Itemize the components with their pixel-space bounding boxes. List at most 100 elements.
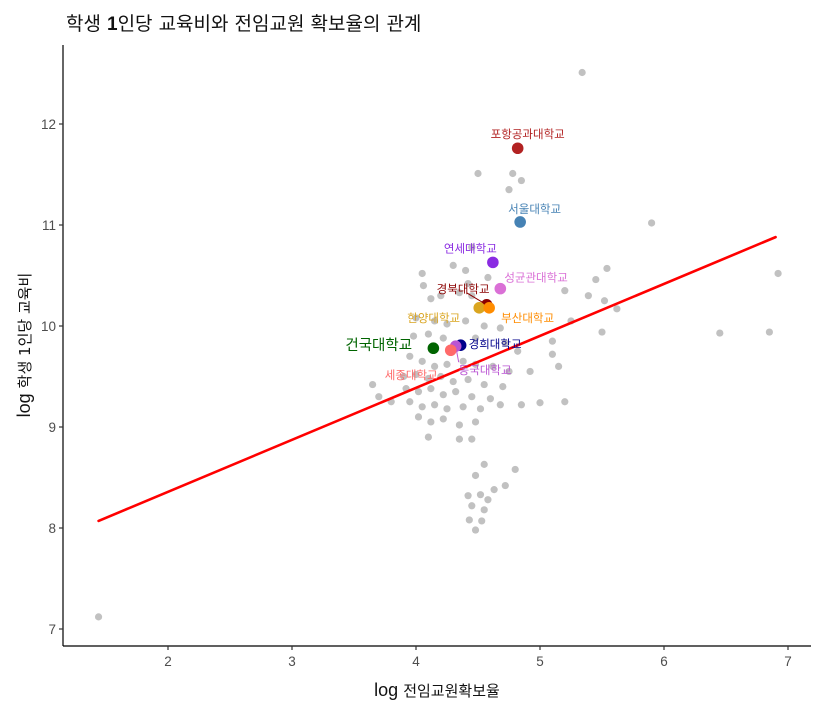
highlight-point (487, 256, 499, 269)
data-point (418, 357, 426, 365)
university-label: 한양대학교 (407, 311, 460, 325)
data-point (468, 393, 476, 401)
university-label: 성균관대학교 (504, 271, 567, 285)
university-label: 부산대학교 (501, 311, 554, 325)
y-axis-title: log 학생 1인당 교육비 (14, 273, 34, 418)
data-point (603, 264, 611, 273)
university-label: 포항공과대학교 (491, 127, 565, 141)
data-point (613, 305, 621, 313)
x-tick-label: 6 (660, 654, 668, 669)
data-point (424, 374, 432, 383)
data-point (505, 186, 513, 194)
data-point (474, 169, 482, 178)
y-tick-label: 9 (48, 420, 56, 435)
data-point (459, 357, 467, 365)
data-point (464, 279, 472, 288)
data-point (774, 269, 782, 278)
data-point (471, 418, 480, 426)
data-point (598, 328, 606, 336)
data-point (468, 502, 476, 510)
trend-line (97, 235, 777, 523)
y-tick-label: 11 (42, 218, 56, 233)
data-point (499, 383, 507, 391)
highlight-point (514, 216, 526, 228)
data-point (496, 401, 504, 409)
data-points (94, 68, 782, 621)
university-label: 건국대학교 (345, 337, 412, 354)
data-point (496, 324, 504, 332)
data-point (427, 385, 435, 393)
data-point (561, 287, 569, 295)
data-point (462, 266, 470, 275)
data-point (427, 295, 435, 303)
data-point (455, 435, 463, 443)
data-point (431, 362, 439, 370)
university-label: 동국대학교 (459, 363, 512, 377)
data-point (561, 398, 569, 406)
data-point (480, 322, 488, 330)
data-point (600, 297, 609, 305)
data-point (555, 362, 563, 370)
data-point (406, 352, 414, 360)
data-point (464, 375, 472, 384)
highlight-point (444, 344, 457, 357)
university-label: 경희대학교 (469, 337, 522, 351)
x-axis-title: log 전임교원확보율 (374, 680, 500, 700)
data-point (439, 415, 447, 423)
data-point (505, 367, 513, 376)
data-point (517, 401, 526, 409)
axes: 2 3 4 5 6 7 7 8 9 10 11 12 (41, 45, 811, 669)
data-point (449, 261, 457, 269)
highlight-point (473, 302, 486, 314)
data-point (489, 362, 497, 370)
x-tick-label: 7 (784, 654, 792, 669)
data-point (526, 367, 534, 376)
data-point (501, 481, 509, 490)
data-point (548, 337, 557, 345)
data-point (439, 391, 447, 399)
highlight-point (494, 282, 507, 295)
data-point (431, 317, 439, 325)
y-tick-label: 10 (41, 319, 56, 334)
x-tick-label: 4 (412, 654, 420, 669)
university-label: 서울대학교 (508, 202, 561, 216)
data-point (476, 491, 485, 499)
data-point (584, 292, 592, 300)
data-point (536, 399, 544, 407)
data-point (501, 339, 509, 347)
data-point (484, 273, 492, 282)
highlight-point (427, 342, 440, 355)
data-point (468, 435, 476, 443)
chart-title: 학생 1인당 교육비와 전임교원 확보율의 관계 (66, 13, 422, 35)
data-point (480, 460, 488, 468)
data-point (486, 395, 494, 403)
y-tick-label: 8 (48, 521, 56, 536)
data-point (412, 314, 420, 322)
data-point (443, 405, 451, 413)
university-label: 경북대학교 (437, 282, 490, 296)
data-point (464, 492, 472, 500)
data-point (414, 388, 423, 396)
data-point (431, 401, 439, 409)
data-point (592, 275, 600, 284)
data-point (455, 421, 463, 429)
data-point (424, 433, 432, 441)
data-point (478, 517, 486, 525)
data-point (412, 370, 420, 379)
university-label: 연세대학교 (444, 241, 497, 255)
data-point (471, 526, 480, 534)
data-point (455, 289, 463, 297)
data-point (468, 243, 476, 251)
data-point (418, 269, 426, 278)
data-point (418, 403, 426, 411)
x-tick-label: 3 (288, 654, 296, 669)
data-point (480, 506, 488, 514)
data-point (490, 486, 498, 494)
data-point (375, 393, 383, 401)
data-point (449, 377, 457, 386)
data-point (400, 372, 408, 381)
data-point (406, 398, 414, 406)
data-point (409, 332, 418, 340)
data-point (452, 388, 460, 396)
